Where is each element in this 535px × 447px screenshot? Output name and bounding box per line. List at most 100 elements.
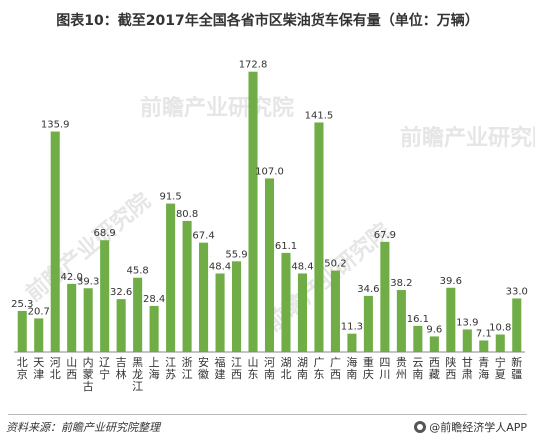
x-tick-label: 河北: [50, 356, 61, 381]
bar-宁夏: [495, 334, 505, 352]
data-label: 25.3: [11, 299, 33, 310]
x-tick-label: 西藏: [429, 356, 440, 381]
bar-黑龙江: [133, 277, 143, 352]
brand-text: @前瞻经济学人APP: [429, 421, 527, 434]
data-label: 107.0: [255, 166, 284, 177]
x-tick-label: 重庆: [363, 355, 374, 381]
data-label: 42.0: [61, 272, 83, 283]
data-label: 48.4: [209, 261, 231, 272]
x-tick-label: 江苏: [165, 356, 176, 381]
bar-chart: 25.3 北京 20.7 天津 135.9 河北 42.0 山西 39.3 内蒙古 68.9 辽宁 32…: [11, 60, 528, 393]
bar-江苏: [166, 203, 176, 352]
brand-logo-icon: [414, 421, 427, 433]
data-label: 68.9: [94, 228, 116, 239]
footer-divider: [8, 414, 527, 415]
bar-海南: [347, 333, 357, 352]
bar-河北: [50, 131, 60, 352]
data-label: 28.4: [143, 294, 165, 305]
bar-西藏: [429, 336, 439, 352]
brand-credit: @前瞻经济学人APP: [414, 419, 527, 435]
data-label: 34.6: [357, 284, 379, 295]
x-tick-label: 湖北: [280, 356, 291, 381]
x-tick-label: 河南: [264, 356, 275, 381]
data-label: 48.4: [291, 261, 313, 272]
data-label: 32.6: [110, 287, 132, 298]
x-tick-label: 北京: [17, 356, 28, 381]
bar-青海: [479, 340, 489, 352]
data-label: 141.5: [305, 110, 334, 121]
bar-山东: [248, 71, 258, 353]
bar-湖北: [281, 252, 291, 352]
bar-四川: [380, 241, 390, 352]
data-label: 16.1: [407, 314, 429, 325]
data-label: 39.6: [440, 276, 462, 287]
bar-陕西: [446, 287, 456, 352]
data-label: 33.0: [506, 286, 528, 297]
data-label: 55.9: [225, 249, 247, 260]
data-label: 9.6: [426, 324, 442, 335]
x-tick-label: 广西: [330, 356, 341, 381]
x-tick-label: 安徽: [198, 355, 209, 381]
x-tick-label: 天津: [33, 356, 44, 381]
source-note: 资料来源：前瞻产业研究院整理: [6, 421, 160, 434]
x-tick-label: 黑龙江: [132, 356, 143, 393]
data-label: 7.1: [476, 328, 492, 339]
x-tick-label: 贵州: [396, 356, 407, 381]
bar-天津: [34, 318, 44, 352]
x-tick-label: 宁夏: [495, 355, 506, 381]
bar-云南: [413, 325, 423, 352]
x-tick-label: 福建: [215, 355, 226, 381]
x-tick-label: 山东: [248, 356, 259, 381]
data-label: 67.9: [374, 230, 396, 241]
x-tick-label: 浙江: [182, 356, 193, 381]
data-label: 45.8: [126, 266, 148, 277]
data-label: 11.3: [341, 322, 363, 333]
data-label: 172.8: [239, 60, 268, 71]
data-label: 67.4: [192, 231, 214, 242]
bar-辽宁: [100, 240, 110, 352]
chart-title: 图表10：截至2017年全国各省市区柴油货车保有量（单位：万辆）: [56, 13, 479, 29]
data-label: 13.9: [456, 317, 478, 328]
bar-福建: [215, 273, 225, 352]
x-tick-label: 江西: [231, 356, 242, 381]
bar-上海: [149, 305, 159, 352]
bar-北京: [17, 310, 27, 352]
bar-重庆: [363, 295, 373, 352]
bar-安徽: [199, 242, 209, 352]
bar-河南: [264, 178, 275, 352]
data-label: 61.1: [275, 241, 297, 252]
bar-山西: [67, 283, 77, 352]
x-tick-label: 湖南: [297, 356, 308, 381]
bar-贵州: [396, 290, 406, 352]
x-tick-label: 青海: [478, 356, 489, 381]
data-label: 20.7: [28, 306, 50, 317]
data-label: 10.8: [489, 322, 511, 333]
x-tick-label: 四川: [379, 356, 390, 381]
x-tick-label: 吉林: [116, 356, 127, 381]
x-tick-label: 辽宁: [99, 356, 110, 381]
x-tick-label: 内蒙古: [83, 355, 94, 393]
x-tick-label: 广东: [313, 356, 324, 381]
data-label: 80.8: [176, 209, 198, 220]
data-label: 135.9: [41, 120, 70, 131]
bar-内蒙古: [83, 288, 93, 352]
x-tick-label: 海南: [346, 355, 357, 381]
bar-湖南: [297, 273, 307, 352]
bar-浙江: [182, 220, 192, 352]
bar-新疆: [512, 298, 522, 352]
bar-甘肃: [462, 329, 472, 352]
x-tick-label: 山西: [66, 356, 77, 381]
bar-吉林: [116, 299, 126, 352]
bar-江西: [232, 261, 242, 352]
data-label: 91.5: [159, 192, 181, 203]
data-label: 50.2: [324, 259, 346, 270]
x-tick-label: 上海: [149, 356, 160, 381]
x-tick-label: 陕西: [445, 355, 456, 381]
x-tick-label: 新疆: [511, 355, 522, 381]
x-tick-label: 云南: [412, 356, 423, 381]
bar-广东: [314, 122, 324, 353]
x-tick-label: 甘肃: [462, 356, 473, 381]
data-label: 38.2: [390, 278, 412, 289]
bar-广西: [330, 270, 340, 352]
data-label: 39.3: [77, 276, 99, 287]
